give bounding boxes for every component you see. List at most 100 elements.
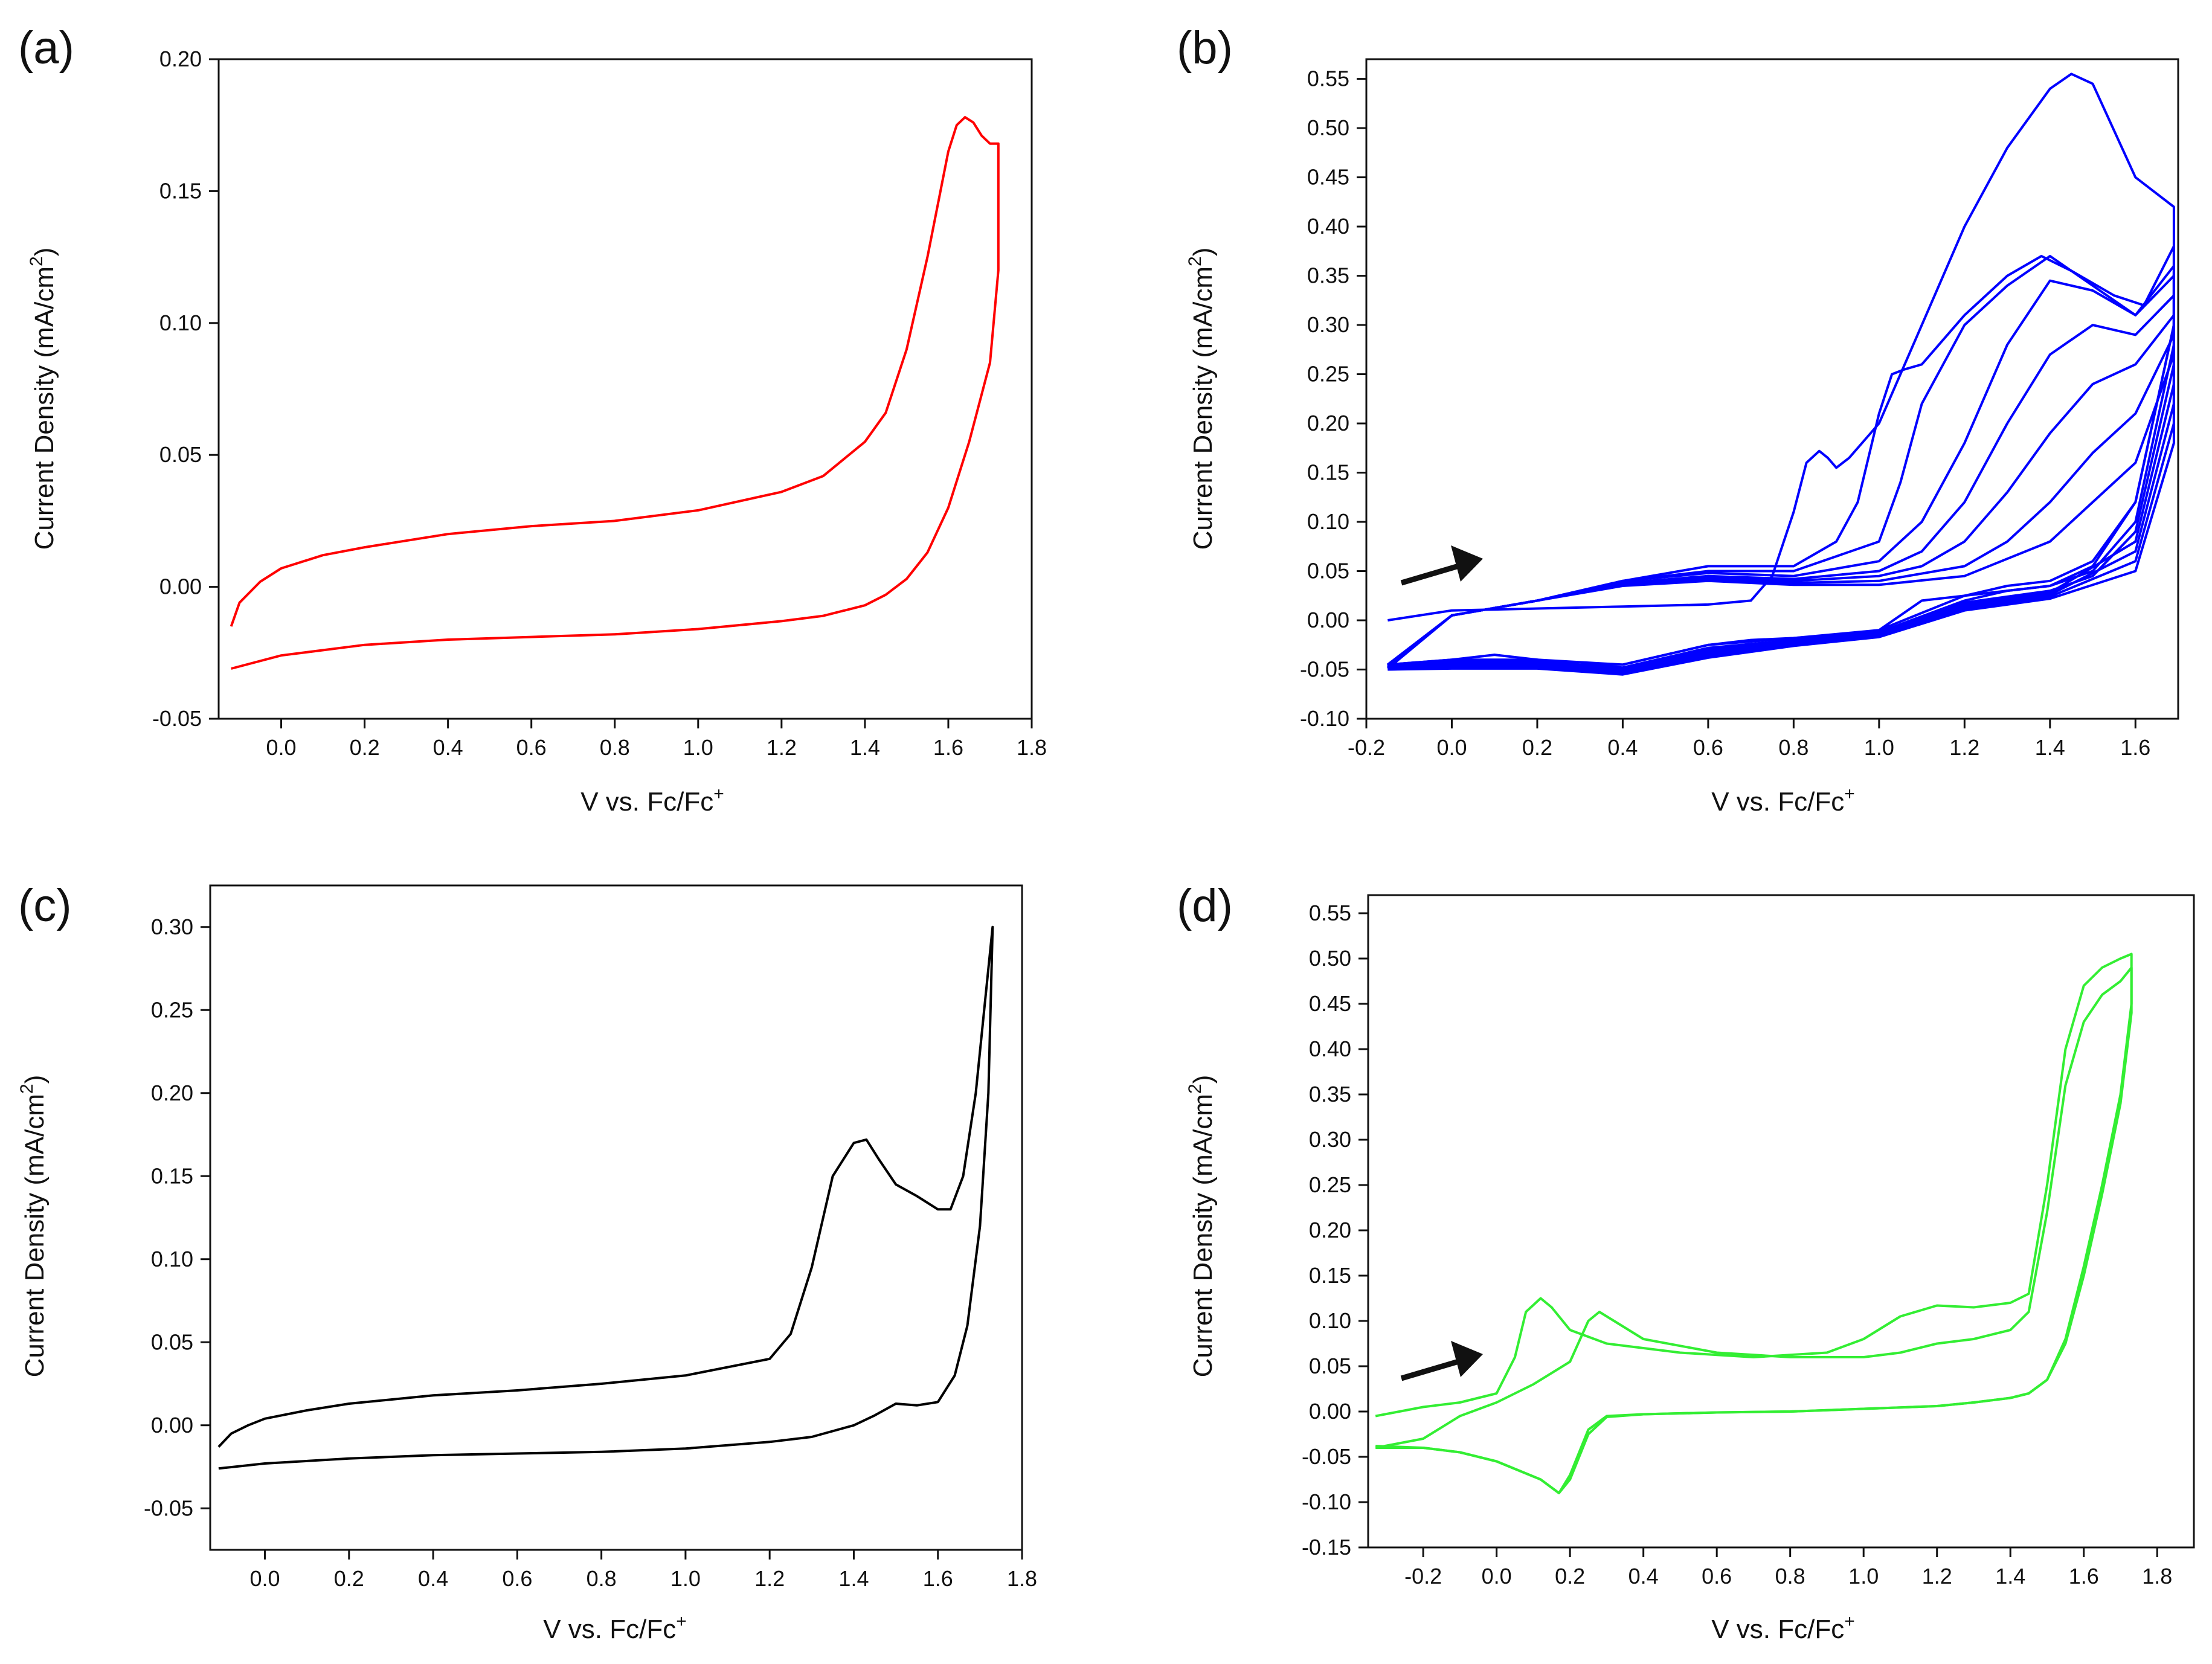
y-tick-label: 0.20 [159, 47, 202, 71]
scan-direction-arrow-shaft [1400, 563, 1460, 586]
x-tick-label: 0.8 [587, 1566, 617, 1591]
y-tick-label: 0.00 [151, 1413, 193, 1438]
x-tick-label: 1.6 [933, 735, 963, 760]
panel-b: -0.2 0.0 0.2 0.4 0.6 0.8 1.0 1.2 1.4 1.6 -0.10 -0.0… [1177, 22, 2179, 817]
y-tick-label: -0.05 [152, 706, 202, 731]
series-line-2 [1375, 966, 2133, 1494]
x-tick-label: -0.2 [1348, 735, 1385, 760]
x-tick-label: 0.4 [418, 1566, 448, 1591]
x-tick-label: 0.4 [1628, 1564, 1659, 1589]
x-tick-label: 0.8 [1778, 735, 1809, 760]
y-tick-label: 0.40 [1307, 214, 1349, 239]
panel-label: (c) [18, 880, 72, 931]
y-tick-label: 0.35 [1309, 1082, 1351, 1107]
y-tick-label: 0.00 [1307, 608, 1349, 632]
x-tick-label: 0.4 [1607, 735, 1638, 760]
y-tick-label: 0.35 [1307, 263, 1349, 288]
x-axis-title: V vs. Fc/Fc+ [1711, 1611, 1855, 1644]
series-line-6 [1387, 313, 2175, 674]
panel-label: (a) [18, 22, 74, 74]
y-tick-label: -0.10 [1300, 706, 1349, 731]
scan-direction-arrow-head [1451, 1341, 1483, 1377]
series-line-2 [1387, 245, 2175, 666]
x-tick-label: 1.8 [1007, 1566, 1037, 1591]
y-tick-label: 0.40 [1309, 1036, 1351, 1061]
x-tick-label: 1.6 [2069, 1564, 2099, 1589]
x-tick-label: 1.8 [2142, 1564, 2172, 1589]
y-tick-label: 0.45 [1309, 991, 1351, 1016]
x-tick-label: 1.8 [1017, 735, 1047, 760]
y-tick-label: -0.05 [1302, 1444, 1351, 1469]
y-tick-label: 0.45 [1307, 165, 1349, 190]
x-tick-label: 1.2 [1922, 1564, 1952, 1589]
y-tick-label: 0.55 [1309, 901, 1351, 925]
x-tick-label: 1.0 [1864, 735, 1894, 760]
panel-label: (b) [1177, 22, 1233, 74]
x-tick-label: 1.6 [2120, 735, 2150, 760]
y-tick-label: 0.50 [1307, 115, 1349, 140]
x-tick-label: 1.0 [683, 735, 713, 760]
x-tick-label: 0.6 [516, 735, 547, 760]
x-tick-label: 0.2 [1522, 735, 1552, 760]
y-axis-title: Current Density (mA/cm2) [1185, 1075, 1218, 1378]
series-line-1 [217, 925, 994, 1470]
series-line-1 [230, 116, 1000, 670]
series-line-8 [1387, 353, 2175, 676]
y-tick-label: 0.15 [1307, 460, 1349, 485]
y-tick-label: 0.00 [159, 574, 202, 599]
y-tick-label: 0.20 [1307, 411, 1349, 435]
x-tick-label: 1.6 [923, 1566, 953, 1591]
x-tick-label: 0.6 [1702, 1564, 1732, 1589]
x-tick-label: 1.0 [1848, 1564, 1879, 1589]
y-tick-label: -0.10 [1302, 1489, 1351, 1514]
y-tick-label: -0.15 [1302, 1535, 1351, 1560]
y-tick-label: 0.20 [1309, 1218, 1351, 1242]
x-tick-label: 1.4 [838, 1566, 869, 1591]
plot-frame [217, 58, 1033, 720]
series-line-7 [1387, 333, 2175, 675]
series-line-4 [1387, 274, 2175, 671]
y-tick-label: 0.15 [159, 178, 202, 203]
y-tick-label: 0.15 [1309, 1263, 1351, 1288]
x-axis-title: V vs. Fc/Fc+ [1711, 784, 1855, 817]
y-tick-label: 0.05 [1307, 559, 1349, 583]
panel-label: (d) [1177, 880, 1233, 931]
x-tick-label: 1.2 [767, 735, 797, 760]
x-axis-title: V vs. Fc/Fc+ [543, 1611, 687, 1644]
y-tick-label: 0.20 [151, 1081, 193, 1105]
y-tick-label: 0.30 [1309, 1127, 1351, 1152]
y-tick-label: 0.10 [1307, 509, 1349, 534]
x-tick-label: 0.0 [250, 1566, 280, 1591]
y-tick-label: 0.25 [1309, 1172, 1351, 1197]
x-tick-label: 1.4 [1995, 1564, 2025, 1589]
y-tick-label: -0.05 [1300, 657, 1349, 682]
series-line-5 [1387, 294, 2175, 673]
y-tick-label: 0.30 [151, 914, 193, 939]
x-tick-label: 0.2 [1555, 1564, 1585, 1589]
y-tick-label: 0.05 [1309, 1354, 1351, 1378]
y-tick-label: 0.30 [1307, 312, 1349, 337]
y-tick-label: 0.10 [151, 1247, 193, 1271]
y-axis-title: Current Density (mA/cm2) [27, 248, 59, 550]
y-tick-label: 0.05 [159, 442, 202, 467]
y-tick-label: 0.10 [1309, 1308, 1351, 1333]
y-tick-label: 0.00 [1309, 1399, 1351, 1424]
scan-direction-arrow-shaft [1400, 1358, 1460, 1381]
y-tick-label: -0.05 [144, 1495, 193, 1520]
y-tick-label: 0.55 [1307, 66, 1349, 91]
y-tick-label: 0.25 [151, 997, 193, 1022]
panel-c: 0.0 0.2 0.4 0.6 0.8 1.0 1.2 1.4 1.6 1.8 -0.05 0.00 0… [17, 880, 1037, 1644]
x-tick-label: 0.2 [334, 1566, 364, 1591]
plot-frame [1367, 894, 2195, 1549]
x-tick-label: 0.8 [1775, 1564, 1805, 1589]
x-tick-label: 0.0 [266, 735, 297, 760]
panel-d: -0.2 0.0 0.2 0.4 0.6 0.8 1.0 1.2 1.4 1.6 1.8 -0.15 -… [1177, 880, 2195, 1644]
plot-frame [1365, 58, 2179, 720]
x-tick-label: 0.2 [350, 735, 380, 760]
y-tick-label: 0.10 [159, 310, 202, 335]
x-tick-label: 1.2 [1949, 735, 1979, 760]
x-tick-label: 1.4 [2035, 735, 2065, 760]
y-tick-label: 0.05 [151, 1329, 193, 1354]
x-tick-label: -0.2 [1404, 1564, 1442, 1589]
